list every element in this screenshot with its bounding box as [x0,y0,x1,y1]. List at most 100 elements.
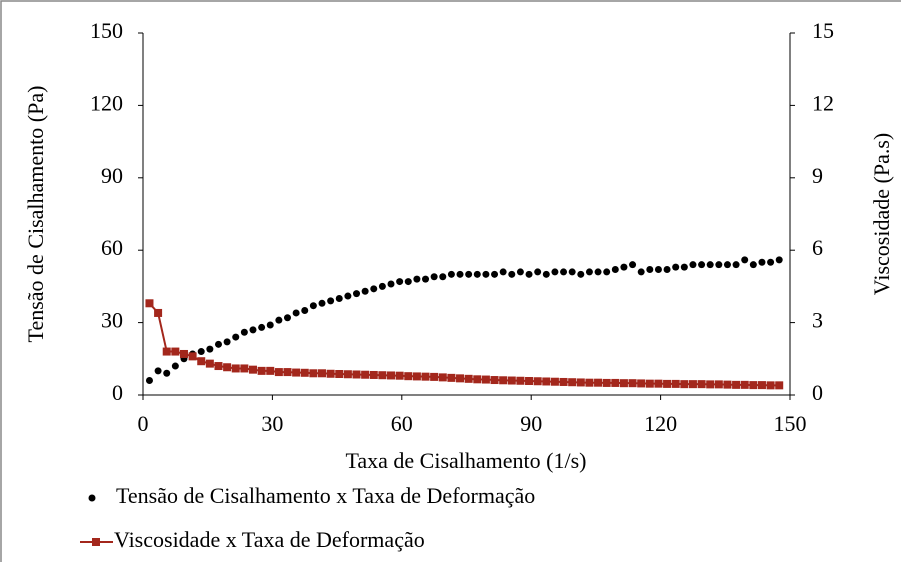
series-point [508,270,516,278]
series-point [594,268,602,276]
series-point [473,375,482,384]
series-point [534,268,542,276]
series-point [456,270,464,278]
series-point [525,270,533,278]
series-point [689,261,697,269]
series-point [706,380,715,389]
series-point [749,261,757,269]
series-point [447,373,456,382]
series-point [628,379,637,388]
series-point [688,380,697,389]
y2-tick-label: 15 [812,18,834,43]
series-point [283,368,292,377]
series-point [775,381,784,390]
series-point [550,377,559,386]
series-point [378,282,386,290]
series-point [654,266,662,274]
series-point [301,307,309,315]
series-point [154,308,163,317]
series-point [775,256,783,264]
series-point [637,268,645,276]
series-point [404,372,413,381]
series-point [352,370,361,379]
x-tick-label: 120 [644,411,677,436]
series-point [629,261,637,269]
series-point [603,268,611,276]
series-point [740,380,749,389]
series-point [154,367,162,375]
series-point [162,347,171,356]
series-point [163,369,171,377]
series-point [757,381,766,390]
series-point [542,377,551,386]
series-point [370,285,378,293]
series-point [611,378,620,387]
series-point [585,378,594,387]
series-point [318,299,326,307]
series-line [148,302,780,387]
x-tick-label: 90 [520,411,542,436]
series-point [369,370,378,379]
series-point [620,263,628,271]
series-point [767,258,775,266]
series-point [430,273,438,281]
series-point [248,365,257,374]
series-point [188,352,197,361]
y-tick-label: 0 [112,380,123,405]
series-point [395,371,404,380]
x-tick-label: 30 [261,411,283,436]
series-point [619,379,628,388]
series-point [491,270,499,278]
series-point [646,266,654,274]
series-point [275,316,283,324]
series-point [214,362,223,371]
series-point [249,326,257,334]
series-point [680,380,689,389]
series-point [499,268,507,276]
series-point [361,370,370,379]
series-point [412,372,421,381]
series-point [447,270,455,278]
series-point [318,369,327,378]
series-point [171,347,180,356]
series-point [741,256,749,264]
series-point [179,349,188,358]
series-point [335,294,343,302]
legend-label: Tensão de Cisalhamento x Taxa de Deforma… [116,483,535,508]
y2-tick-label: 3 [812,308,823,333]
series-point [542,270,550,278]
y-tick-label: 150 [90,18,123,43]
series-point [214,340,222,348]
series-point [283,314,291,322]
series-point [197,357,206,366]
legend-label: Viscosidade x Taxa de Deformação [114,527,425,552]
series-point [465,270,473,278]
series-point [585,268,593,276]
series-point [231,364,240,373]
series-point [671,379,680,388]
series-point [205,359,214,368]
series-point [507,376,516,385]
legend-marker [88,494,96,502]
series-point [240,364,249,373]
y2-axis-title: Viscosidade (Pa.s) [869,133,894,295]
series-point [145,377,153,385]
series-point [560,268,568,276]
series-point [387,280,395,288]
series-point [698,261,706,269]
x-tick-label: 0 [138,411,149,436]
series-point [577,270,585,278]
series-point [378,371,387,380]
series-point [723,261,731,269]
series-point [481,375,490,384]
series-point [223,363,232,372]
series-point [516,376,525,385]
series-point [568,268,576,276]
series-point [551,268,559,276]
y2-tick-label: 12 [812,90,834,115]
series-point [576,378,585,387]
series-point [680,263,688,271]
y2-tick-label: 0 [812,380,823,405]
